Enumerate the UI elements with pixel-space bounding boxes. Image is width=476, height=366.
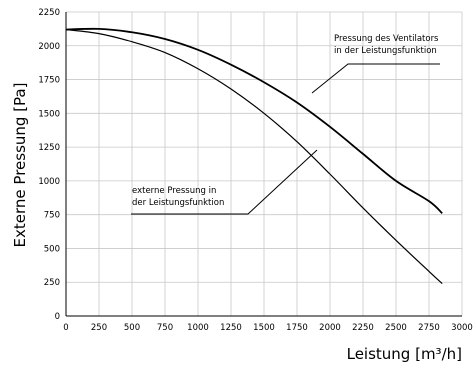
annotation-external-pressure: externe Pressung in der Leistungsfunktion xyxy=(131,149,318,215)
y-tick-label: 2000 xyxy=(38,42,60,52)
series xyxy=(65,27,443,285)
y-tick-label: 2250 xyxy=(38,8,60,18)
y-axis-label: Externe Pressung [Pa] xyxy=(11,83,29,248)
y-tick-label: 1250 xyxy=(38,143,60,153)
annotation-text-line: in der Leistungsfunktion xyxy=(334,46,437,56)
y-tick-label: 500 xyxy=(44,244,60,254)
annotation-text-line: Pressung des Ventilators xyxy=(334,34,439,44)
x-tick-label: 1250 xyxy=(220,323,242,333)
annotation-text-line: der Leistungsfunktion xyxy=(132,198,224,208)
x-tick-label: 0 xyxy=(63,323,68,333)
annotation-fan-pressure: Pressung des Ventilators in der Leistungs… xyxy=(311,34,440,94)
axes xyxy=(65,12,462,317)
x-tick-label: 2500 xyxy=(385,323,407,333)
x-axis-label: Leistung [m³/h] xyxy=(347,345,462,363)
annotation-leader-line xyxy=(311,63,440,94)
annotations: Pressung des Ventilators in der Leistungs… xyxy=(131,34,440,215)
y-tick-label: 750 xyxy=(44,211,60,221)
y-tick-labels: 0 250 500 750 1000 1250 1500 1750 2000 2250 xyxy=(38,8,60,322)
annotation-text-line: externe Pressung in xyxy=(132,186,216,196)
x-tick-label: 2000 xyxy=(319,323,341,333)
x-tick-label: 3000 xyxy=(451,323,473,333)
x-tick-label: 1000 xyxy=(187,323,209,333)
x-tick-label: 2750 xyxy=(418,323,440,333)
x-tick-label: 2250 xyxy=(352,323,374,333)
y-tick-label: 1000 xyxy=(38,177,60,187)
y-tick-label: 0 xyxy=(55,312,60,322)
series-external-pressure-line xyxy=(65,28,443,285)
x-tick-label: 1500 xyxy=(253,323,275,333)
series-fan-pressure-line xyxy=(65,27,443,214)
annotation-leader-line xyxy=(131,149,318,215)
x-tick-label: 750 xyxy=(157,323,173,333)
x-tick-label: 500 xyxy=(124,323,140,333)
y-tick-label: 1500 xyxy=(38,109,60,119)
y-tick-label: 250 xyxy=(44,278,60,288)
x-tick-labels: 0 250 500 750 1000 1250 1500 1750 2000 2250 2500 27… xyxy=(63,323,473,333)
x-tick-label: 250 xyxy=(91,323,107,333)
y-tick-label: 1750 xyxy=(38,76,60,86)
grid xyxy=(65,11,463,317)
x-tick-label: 1750 xyxy=(286,323,308,333)
